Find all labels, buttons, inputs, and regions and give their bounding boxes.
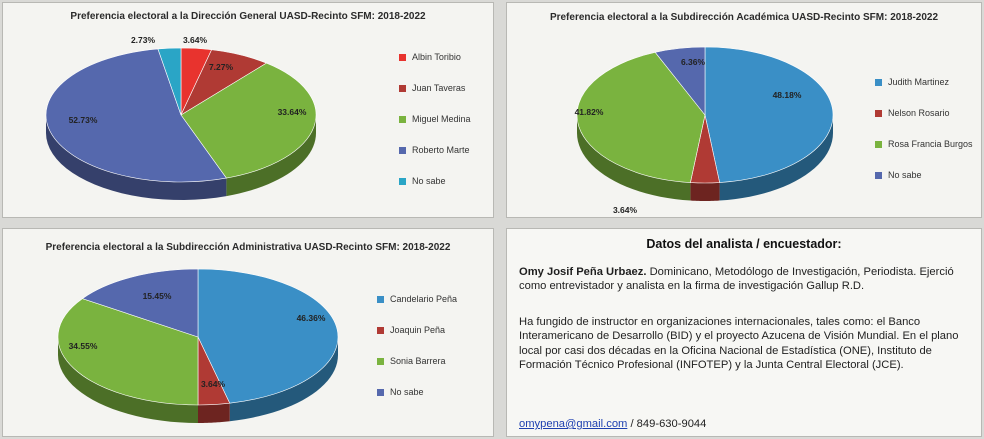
- legend-item: Miguel Medina: [399, 112, 471, 126]
- analyst-info-panel: Datos del analista / encuestador: Omy Jo…: [506, 228, 982, 437]
- data-label: 41.82%: [575, 107, 604, 117]
- analyst-bio-paragraph: Omy Josif Peña Urbaez. Dominicano, Metod…: [519, 265, 969, 294]
- data-label: 34.55%: [69, 341, 98, 351]
- pie-slice-miguel-medina: [180, 62, 317, 179]
- pie-slice-side: [690, 182, 720, 201]
- legend-swatch: [399, 177, 406, 185]
- data-label: 52.73%: [69, 115, 98, 125]
- pie-slice-roberto-marte: [45, 48, 227, 183]
- data-label: 2.73%: [131, 35, 156, 45]
- legend-label: Miguel Medina: [412, 114, 471, 124]
- analyst-bio-1: Dominicano, Metodólogo de Investigación,…: [519, 266, 954, 293]
- analyst-contact: omypena@gmail.com / 849-630-9044: [519, 417, 969, 431]
- pie-slice-side: [46, 115, 227, 200]
- chart-title: Preferencia electoral a la Subdirección …: [549, 12, 939, 23]
- data-label: 3.64%: [201, 379, 226, 389]
- data-label: 6.36%: [681, 57, 706, 67]
- legend-label: Nelson Rosario: [888, 108, 950, 118]
- analyst-bio-2: Ha fungido de instructor en organizacion…: [519, 316, 959, 372]
- data-label: 3.64%: [183, 35, 208, 45]
- chart-panel-subdireccion-administrativa: Preferencia electoral a la Subdirección …: [2, 228, 494, 437]
- legend-swatch: [399, 115, 406, 123]
- pie-slice-sonia-barrera: [57, 298, 199, 406]
- legend-label: Judith Martinez: [888, 77, 950, 87]
- legend-label: Albin Toribio: [412, 52, 461, 62]
- chart-title: Preferencia electoral a la Subdirección …: [45, 242, 451, 253]
- pie-slice-side: [58, 337, 198, 423]
- pie-slice-no-sabe: [654, 46, 706, 116]
- chart-legend: Albin Toribio Juan Taveras Miguel Medina Ro…: [399, 50, 471, 205]
- legend-label: Juan Taveras: [412, 83, 466, 93]
- data-label: 48.18%: [773, 90, 802, 100]
- pie-slice-side: [198, 403, 230, 423]
- legend-item: No sabe: [875, 168, 973, 182]
- analyst-name: Omy Josif Peña Urbaez.: [519, 266, 647, 278]
- legend-swatch: [399, 146, 406, 154]
- analyst-email-link[interactable]: omypena@gmail.com: [519, 418, 628, 430]
- legend-swatch: [875, 140, 882, 148]
- analyst-title: Datos del analista / encuestador:: [646, 237, 842, 251]
- pie-slice-rosa-francia-burgos: [576, 52, 706, 183]
- legend-swatch: [875, 171, 882, 179]
- legend-label: No sabe: [888, 170, 922, 180]
- pie-slice-side: [229, 337, 338, 422]
- legend-item: Sonia Barrera: [377, 354, 457, 368]
- chart-title: Preferencia electoral a la Dirección Gen…: [70, 11, 426, 22]
- legend-swatch: [399, 84, 406, 92]
- legend-label: Roberto Marte: [412, 145, 470, 155]
- data-label: 33.64%: [278, 107, 307, 117]
- legend-label: Candelario Peña: [390, 294, 458, 304]
- data-label: 46.36%: [297, 313, 326, 323]
- legend-label: No sabe: [412, 176, 446, 186]
- legend-label: Sonia Barrera: [390, 356, 446, 366]
- pie-chart-direccion-general: 3.64% 7.27% 33.64% 52.73% 2.73%: [45, 35, 317, 200]
- legend-swatch: [377, 357, 384, 365]
- legend-item: Roberto Marte: [399, 143, 471, 157]
- legend-swatch: [377, 388, 384, 396]
- legend-item: No sabe: [399, 174, 471, 188]
- legend-label: Rosa Francia Burgos: [888, 139, 973, 149]
- chart-legend: Candelario Peña Joaquin Peña Sonia Barrera…: [377, 292, 457, 416]
- chart-panel-direccion-general: Preferencia electoral a la Dirección Gen…: [2, 2, 494, 218]
- pie-chart-subdireccion-administrativa: 46.36% 3.64% 34.55% 15.45%: [57, 268, 339, 423]
- legend-swatch: [377, 326, 384, 334]
- legend-label: No sabe: [390, 387, 424, 397]
- legend-item: No sabe: [377, 385, 457, 399]
- pie-slice-no-sabe: [81, 268, 199, 338]
- legend-item: Candelario Peña: [377, 292, 457, 306]
- legend-item: Juan Taveras: [399, 81, 471, 95]
- data-label: 7.27%: [209, 62, 234, 72]
- chart-panel-subdireccion-academica: Preferencia electoral a la Subdirección …: [506, 2, 982, 218]
- legend-item: Joaquin Peña: [377, 323, 457, 337]
- data-label: 3.64%: [613, 205, 638, 215]
- pie-slice-side: [226, 115, 316, 197]
- legend-swatch: [377, 295, 384, 303]
- pie-slice-no-sabe: [157, 47, 182, 116]
- legend-item: Judith Martinez: [875, 75, 973, 89]
- legend-item: Albin Toribio: [399, 50, 471, 64]
- pie-chart-subdireccion-academica: 48.18% 3.64% 41.82% 6.36%: [575, 46, 834, 215]
- legend-item: Rosa Francia Burgos: [875, 137, 973, 151]
- data-label: 15.45%: [143, 291, 172, 301]
- legend-swatch: [875, 78, 882, 86]
- legend-label: Joaquin Peña: [390, 325, 446, 335]
- analyst-phone: / 849-630-9044: [627, 418, 707, 430]
- legend-item: Nelson Rosario: [875, 106, 973, 120]
- legend-swatch: [875, 109, 882, 117]
- pie-slice-judith-martinez: [704, 46, 834, 183]
- pie-slice-candelario-peña: [197, 268, 339, 404]
- legend-swatch: [399, 53, 406, 61]
- chart-legend: Judith Martinez Nelson Rosario Rosa Franci…: [875, 75, 973, 199]
